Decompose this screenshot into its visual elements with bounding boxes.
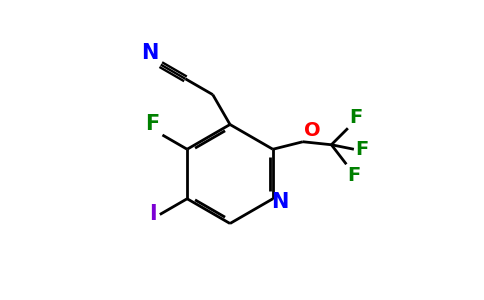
Text: O: O <box>304 121 321 140</box>
Text: F: F <box>347 166 361 185</box>
Text: F: F <box>355 140 369 159</box>
Text: N: N <box>141 43 158 63</box>
Text: N: N <box>271 192 288 212</box>
Text: I: I <box>149 205 156 224</box>
Text: F: F <box>349 108 363 127</box>
Text: F: F <box>145 113 159 134</box>
